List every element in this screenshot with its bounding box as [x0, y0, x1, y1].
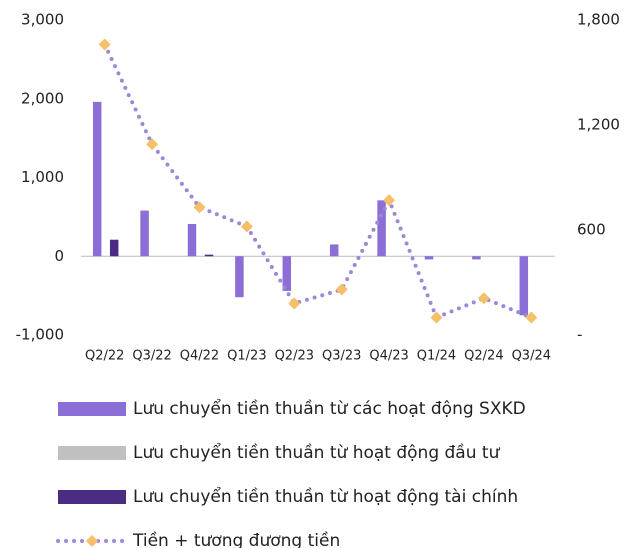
legend-label: Lưu chuyển tiền thuần từ hoạt động đầu t…: [133, 442, 501, 463]
bar: [204, 254, 214, 257]
y-tick-label: 3,000: [21, 11, 64, 29]
marker: [240, 220, 253, 233]
x-tick-label: Q1/23: [227, 349, 266, 364]
marker: [98, 38, 111, 51]
x-tick-label: Q1/24: [417, 349, 456, 364]
line: [102, 42, 534, 321]
y2-tick-label: 1,200: [577, 116, 620, 134]
bar: [109, 239, 119, 257]
bar: [377, 200, 386, 257]
legend-label: Lưu chuyển tiền thuần từ các hoạt động S…: [133, 398, 526, 419]
legend-label: Lưu chuyển tiền thuần từ hoạt động tài c…: [133, 486, 518, 507]
marker: [335, 283, 348, 296]
x-tick-label: Q2/22: [85, 349, 124, 364]
x-tick-label: Q4/23: [369, 349, 408, 364]
x-tick-label: Q4/22: [180, 349, 219, 364]
marker: [288, 297, 301, 310]
y2-tick-label: 1,800: [577, 11, 620, 29]
x-tick-label: Q3/23: [322, 349, 361, 364]
marker: [525, 311, 538, 324]
legend-label: Tiền + tương đương tiền: [132, 530, 340, 548]
legend-swatch: [58, 490, 126, 504]
legend-swatch: [58, 402, 126, 416]
bar: [424, 256, 434, 260]
bar: [329, 244, 339, 257]
bar: [472, 256, 481, 260]
marker: [146, 138, 159, 151]
legend-marker: [86, 535, 98, 547]
y-tick-label: 0: [54, 247, 64, 265]
marker: [193, 201, 206, 214]
bar: [235, 256, 244, 298]
bar: [282, 256, 292, 291]
bar: [519, 256, 529, 316]
legend-swatch: [58, 446, 126, 460]
y-tick-label: 1,000: [21, 168, 64, 186]
x-tick-label: Q3/24: [512, 349, 551, 364]
marker: [383, 194, 396, 207]
bar: [140, 210, 149, 257]
marker: [477, 292, 490, 305]
y2-tick-label: 600: [577, 221, 606, 239]
y-tick-label: 2,000: [21, 89, 64, 107]
y2-tick-label: -: [577, 326, 582, 344]
x-tick-label: Q2/23: [275, 349, 314, 364]
bar: [92, 101, 102, 257]
x-tick-label: Q3/22: [132, 349, 171, 364]
bar: [187, 223, 197, 257]
y-tick-label: -1,000: [16, 326, 64, 344]
marker: [430, 311, 443, 324]
x-tick-label: Q2/24: [464, 349, 503, 364]
